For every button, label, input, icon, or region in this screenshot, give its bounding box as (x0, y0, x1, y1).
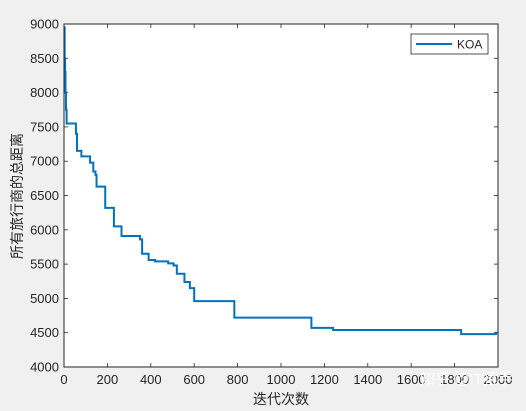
y-tick-label: 5500 (30, 257, 59, 272)
y-tick-label: 8500 (30, 51, 59, 66)
x-axis-title: 迭代次数 (253, 391, 309, 407)
y-tick-label: 7000 (30, 154, 59, 169)
legend-label-koa: KOA (457, 38, 482, 52)
x-tick-label: 0 (60, 372, 67, 387)
y-axis-title: 所有旅行商的总距离 (9, 133, 25, 259)
x-tick-label: 1000 (267, 372, 296, 387)
y-tick-label: 8000 (30, 85, 59, 100)
x-tick-label: 1600 (397, 372, 426, 387)
y-tick-label: 4000 (30, 360, 59, 375)
x-tick-label: 2000 (484, 372, 513, 387)
x-tick-label: 1200 (310, 372, 339, 387)
x-tick-label: 200 (97, 372, 119, 387)
legend: KOA (410, 33, 489, 55)
x-tick-label: 800 (227, 372, 249, 387)
plot-frame (63, 23, 499, 368)
watermark: 知乎 @IT猿手 (420, 371, 513, 388)
y-tick-label: 9000 (30, 17, 59, 32)
y-tick-label: 6000 (30, 222, 59, 237)
x-tick-label: 1800 (440, 372, 469, 387)
plot-area (64, 24, 498, 367)
x-tick-label: 600 (183, 372, 205, 387)
y-tick-label: 6500 (30, 188, 59, 203)
series-line-koa (63, 26, 498, 336)
tick-labels: 0 200 400 600 800 1000 1200 1400 1600 1800 2000 400… (30, 17, 512, 388)
y-tick-label: 5000 (30, 291, 59, 306)
y-tick-label: 7500 (30, 119, 59, 134)
y-tick-label: 4500 (30, 325, 59, 340)
x-tick-label: 400 (140, 372, 162, 387)
x-tick-label: 1400 (353, 372, 382, 387)
